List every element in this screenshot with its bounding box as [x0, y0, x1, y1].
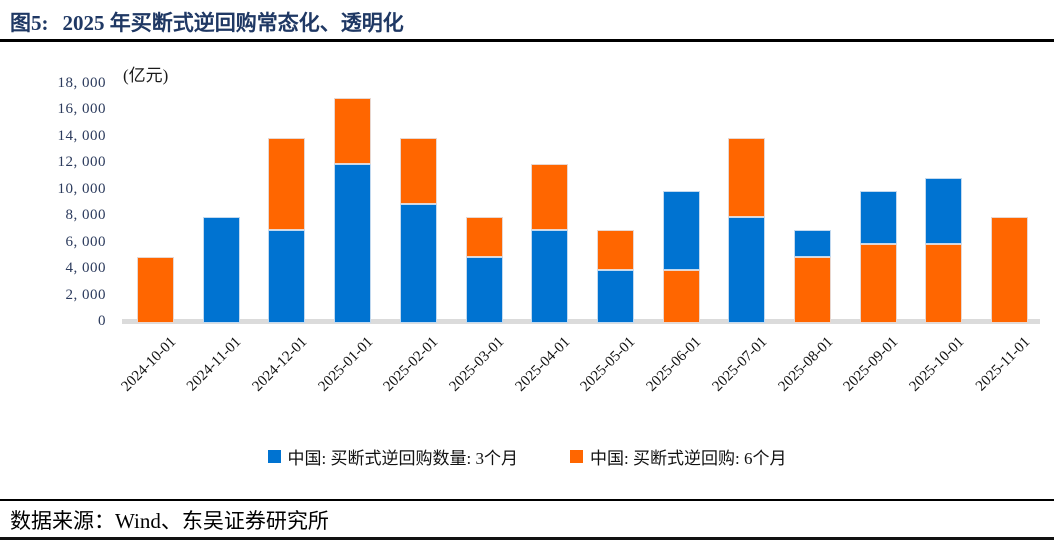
- figure-number-label: 图5:: [10, 11, 49, 35]
- legend-item-3m: 中国: 买断式逆回购数量: 3个月: [267, 444, 518, 469]
- y-tick-label: 2, 000: [65, 286, 106, 303]
- y-tick-label: 4, 000: [65, 260, 106, 277]
- y-tick-label: 6, 000: [65, 233, 106, 250]
- y-tick-label: 16, 000: [57, 101, 106, 118]
- bar-segment-3m: [531, 230, 569, 323]
- bar-segment-3m: [399, 204, 437, 323]
- y-axis-unit-label: (亿元): [123, 66, 169, 85]
- bar-segment-6m: [399, 137, 437, 204]
- y-tick-label: 14, 000: [57, 127, 106, 144]
- bar-segment-6m: [465, 217, 503, 257]
- bar-segment-6m: [728, 137, 766, 218]
- bottom-border-line: [0, 537, 1054, 540]
- bar-segment-6m: [991, 217, 1029, 323]
- bar-segment-6m: [859, 243, 897, 323]
- legend-label: 中国: 买断式逆回购数量: 3个月: [287, 449, 518, 468]
- bar-segment-6m: [662, 270, 700, 323]
- legend-swatch-icon: [267, 450, 281, 463]
- footer-divider-line: [0, 499, 1054, 501]
- legend-label: 中国: 买断式逆回购: 6个月: [590, 449, 787, 468]
- bar-segment-6m: [794, 256, 831, 323]
- legend-swatch-icon: [570, 450, 583, 463]
- bar-segment-3m: [596, 270, 634, 323]
- bar-segment-3m: [728, 217, 766, 323]
- bar-segment-6m: [531, 164, 569, 231]
- bar-segment-3m: [465, 256, 503, 323]
- bar-segment-6m: [137, 256, 174, 323]
- bar-segment-6m: [925, 243, 963, 323]
- stacked-bar-chart: (亿元) 0 2, 000 4, 000 6, 000 8, 000 10, 000 12,…: [0, 45, 1054, 440]
- bar-segment-3m: [794, 230, 831, 257]
- bar-segment-3m: [662, 190, 700, 271]
- chart-legend: 中国: 买断式逆回购数量: 3个月 中国: 买断式逆回购: 6个月: [0, 444, 1054, 469]
- y-tick-label: 8, 000: [65, 207, 106, 224]
- figure-title: 2025 年买断式逆回购常态化、透明化: [62, 11, 404, 35]
- y-tick-label: 12, 000: [57, 154, 106, 171]
- legend-item-6m: 中国: 买断式逆回购: 6个月: [570, 444, 786, 469]
- y-tick-label: 10, 000: [57, 180, 106, 197]
- figure-header: 图5: 2025 年买断式逆回购常态化、透明化: [10, 6, 404, 38]
- bar-segment-3m: [334, 164, 372, 323]
- x-axis-baseline: [122, 319, 1040, 324]
- y-tick-label: 0: [98, 313, 106, 329]
- bar-segment-3m: [925, 177, 963, 244]
- bar-segment-6m: [268, 137, 306, 231]
- bar-segment-6m: [334, 98, 372, 165]
- title-divider-line: [0, 39, 1054, 42]
- bar-segment-6m: [596, 230, 634, 271]
- bar-segment-3m: [268, 230, 306, 323]
- data-source-note: 数据来源：Wind、东吴证券研究所: [10, 509, 329, 533]
- y-tick-label: 18, 000: [57, 75, 106, 91]
- bar-segment-3m: [859, 190, 897, 244]
- bar-segment-3m: [202, 217, 240, 323]
